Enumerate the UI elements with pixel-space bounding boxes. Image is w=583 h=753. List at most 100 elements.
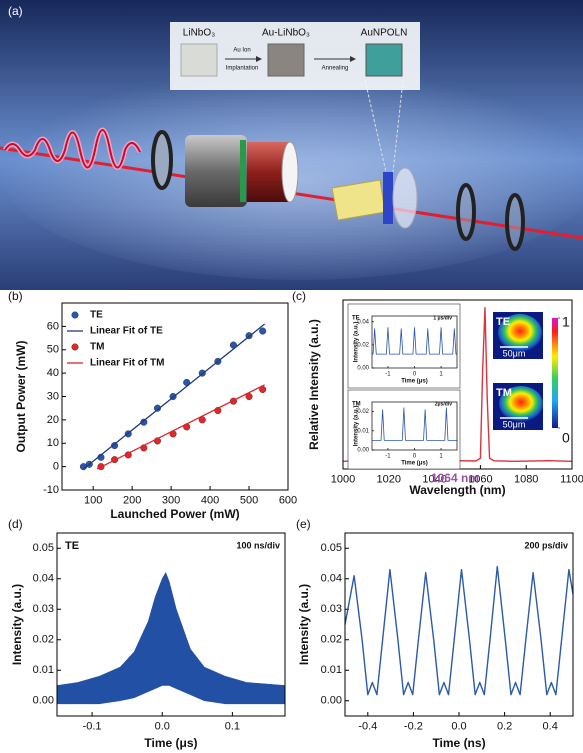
x-axis-label: Time (μs) (144, 736, 197, 750)
legend-label: Linear Fit of TM (90, 358, 164, 369)
colorbar (552, 318, 558, 428)
line (344, 565, 574, 696)
x-tick-label: 1100 (560, 473, 583, 485)
x-tick-label: 0.0 (451, 720, 466, 732)
line (372, 327, 457, 355)
y-tick-label: 0.00 (321, 695, 342, 707)
wave (4, 129, 141, 169)
beam-spot (499, 386, 543, 422)
objective-ring (240, 140, 246, 202)
objective-body (185, 135, 247, 207)
image-label: TM (496, 387, 512, 399)
y-tick-label: 40 (47, 367, 59, 379)
panel-a: (a) LiNbO₃ Au-LiNbO₃ AuNPOLN Au Ion Impl… (0, 0, 583, 290)
line (372, 407, 457, 441)
y-axis-label: Intensity (a.u.) (354, 406, 360, 447)
arrow-head (350, 56, 356, 62)
x-tick-label: 1060 (468, 473, 492, 485)
annotation: 1064 nm (431, 471, 479, 485)
inset-background (347, 303, 461, 389)
legend-label: Linear Fit of TE (90, 326, 163, 337)
y-tick-label: 0.02 (357, 342, 369, 348)
image-label: TE (496, 316, 510, 328)
y-tick-label: 50 (47, 344, 59, 356)
sample-label: LiNbO₃ (183, 28, 215, 39)
y-axis-label: Intensity (a.u.) (354, 322, 360, 363)
panel-label: (a) (8, 4, 23, 18)
x-tick-label: -1 (385, 453, 391, 459)
point (153, 404, 161, 412)
y-tick-label: 20 (47, 414, 59, 426)
y-axis-label: Relative Intensity (a.u.) (307, 319, 321, 450)
x-tick-label: 1040 (422, 473, 446, 485)
y-tick-label: 0.01 (321, 664, 342, 676)
x-tick-label: 200 (123, 494, 141, 506)
arrow-head (256, 56, 262, 62)
point (140, 418, 148, 426)
x-tick-label: -0.1 (83, 720, 102, 732)
x-tick-label: 1020 (377, 473, 401, 485)
x-tick-label: -0.2 (404, 720, 423, 732)
plot-note: 2μs/div (435, 401, 452, 407)
y-tick-label: 0.03 (321, 603, 342, 615)
sample-image (180, 43, 218, 77)
x-tick-label: -0.4 (358, 720, 377, 732)
x-axis-label: Time (ns) (432, 736, 485, 750)
y-tick-label: 0.04 (33, 573, 54, 585)
plot-tag: TE (65, 540, 79, 552)
x-axis-label: Time (μs) (401, 461, 428, 467)
plot-note: 200 ps/div (524, 540, 568, 550)
output-lens (392, 167, 418, 229)
y-tick-label: 30 (47, 390, 59, 402)
x-tick-label: 400 (201, 494, 219, 506)
point (259, 327, 267, 335)
plot-note: 100 ns/div (236, 540, 280, 550)
y-tick-label: 0.04 (357, 319, 369, 325)
mirror (456, 183, 476, 241)
panel-label: (e) (296, 517, 311, 531)
y-tick-label: 0.02 (357, 409, 369, 415)
x-axis-label: Launched Power (mW) (110, 507, 239, 521)
y-axis-label: Intensity (a.u.) (10, 584, 24, 665)
y-tick-label: 0.00 (33, 695, 54, 707)
x-tick-label: 600 (279, 494, 297, 506)
zoom-line (364, 79, 387, 173)
y-tick-label: 0.01 (357, 428, 369, 434)
point (111, 442, 119, 450)
y-tick-label: 0.00 (357, 366, 369, 372)
plot-frame (56, 532, 286, 717)
x-tick-label: 0.4 (543, 720, 558, 732)
step-label: Annealing (322, 66, 349, 72)
lens (151, 130, 173, 190)
plot-frame (371, 315, 458, 369)
y-tick-label: 60 (47, 320, 59, 332)
x-tick-label: 1080 (514, 473, 538, 485)
x-tick-label: 0 (413, 453, 417, 459)
scale-label: 50μm (503, 419, 526, 429)
fit-line (83, 323, 266, 470)
y-tick-label: 0.03 (33, 603, 54, 615)
y-tick-label: 0.05 (33, 542, 54, 554)
y-tick-label: 0.01 (33, 664, 54, 676)
legend-marker (71, 343, 79, 351)
beam-images (493, 312, 558, 430)
inset-background (347, 389, 461, 470)
x-tick-label: 300 (162, 494, 180, 506)
sample-label: Au-LiNbO₃ (262, 28, 310, 39)
sample-image (365, 43, 403, 77)
panel-label: (d) (8, 517, 23, 531)
y-tick-label: 0.02 (33, 634, 54, 646)
sample-label: AuNPOLN (361, 28, 408, 39)
x-tick-label: 1 (439, 371, 443, 377)
panel-label: (b) (8, 289, 23, 303)
sample-image (267, 43, 305, 77)
x-axis-label: Time (μs) (401, 379, 428, 385)
zoom-line (392, 79, 404, 173)
y-axis-label: Intensity (a.u.) (297, 584, 311, 665)
y-tick-label: -10 (43, 484, 59, 496)
scale-label: 50μm (503, 348, 526, 358)
x-tick-label: 0.2 (497, 720, 512, 732)
x-tick-label: 1000 (331, 473, 355, 485)
